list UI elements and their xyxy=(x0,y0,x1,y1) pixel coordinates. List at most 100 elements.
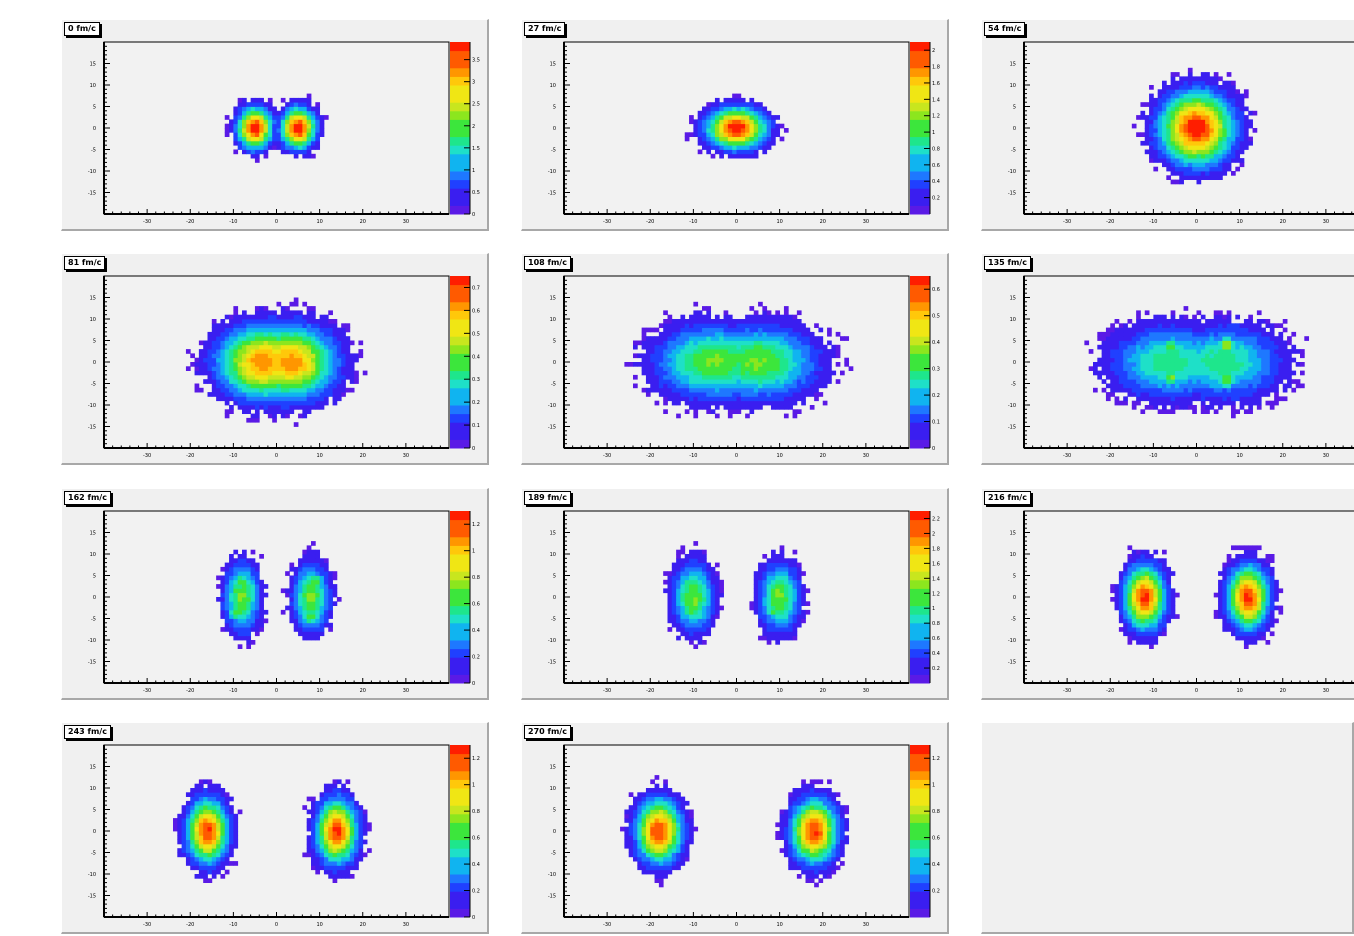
heatmap-cell xyxy=(1239,387,1245,393)
heatmap-cell xyxy=(345,374,351,380)
heatmap-cell xyxy=(1196,357,1202,363)
heatmap-cell xyxy=(1239,158,1245,163)
heatmap-cell xyxy=(1110,597,1115,602)
heatmap-cell xyxy=(1226,132,1232,137)
heatmap-cell xyxy=(801,370,806,376)
palette-band xyxy=(910,145,930,155)
heatmap-cell xyxy=(736,357,742,363)
heatmap-cell xyxy=(736,405,742,410)
heatmap-cell xyxy=(1140,558,1146,563)
heatmap-cell xyxy=(702,383,707,389)
heatmap-cell xyxy=(710,597,716,602)
heatmap-cell xyxy=(676,413,681,419)
heatmap-cell xyxy=(1239,145,1245,150)
palette-band xyxy=(450,293,470,303)
heatmap-cell xyxy=(727,119,733,125)
heatmap-cell xyxy=(267,336,273,341)
heatmap-cell xyxy=(1123,609,1128,615)
heatmap-cell xyxy=(1179,119,1184,125)
heatmap-cell xyxy=(1261,336,1266,341)
heatmap-cell xyxy=(671,374,677,380)
heatmap-cell xyxy=(697,323,703,328)
heatmap-cell xyxy=(1140,102,1146,107)
heatmap-cell xyxy=(783,618,789,624)
heatmap-cell xyxy=(727,140,733,146)
heatmap-cell xyxy=(697,374,703,380)
heatmap-cell xyxy=(1200,405,1206,410)
heatmap-cell xyxy=(1179,85,1184,90)
heatmap-cell xyxy=(254,366,260,371)
heatmap-cell xyxy=(1149,336,1154,341)
heatmap-cell xyxy=(706,374,712,380)
heatmap-cell xyxy=(1149,370,1154,376)
heatmap-cell xyxy=(779,366,785,371)
heatmap-cell xyxy=(263,153,269,159)
heatmap-cell xyxy=(319,331,325,337)
heatmap-cell xyxy=(771,327,776,333)
heatmap-cell xyxy=(1192,314,1197,320)
heatmap-cell xyxy=(762,306,768,311)
heatmap-cell xyxy=(1205,115,1210,120)
heatmap-cell xyxy=(259,579,264,585)
heatmap-cell xyxy=(723,145,729,150)
heatmap-cell xyxy=(1205,340,1210,346)
heatmap-cell xyxy=(801,614,806,619)
heatmap-cell xyxy=(272,349,277,354)
heatmap-cell xyxy=(818,340,824,346)
heatmap-cell xyxy=(285,319,290,324)
heatmap-cell xyxy=(788,374,793,380)
heatmap-cell xyxy=(280,314,286,320)
heatmap-cell xyxy=(783,609,789,615)
heatmap-cell xyxy=(667,618,673,624)
heatmap-cell xyxy=(771,554,776,559)
heatmap-cell xyxy=(766,609,772,615)
heatmap-cell xyxy=(311,588,316,594)
y-tick-label: -5 xyxy=(91,148,96,154)
heatmap-cell xyxy=(216,344,221,350)
z-tick-label: 3.5 xyxy=(472,58,480,64)
heatmap-cell xyxy=(758,336,763,341)
heatmap-cell xyxy=(237,392,243,397)
heatmap-cell xyxy=(762,149,768,155)
heatmap-cell xyxy=(319,392,325,397)
heatmap-cell xyxy=(332,379,338,384)
heatmap-cell xyxy=(1170,392,1176,397)
heatmap-cell xyxy=(1196,102,1202,107)
heatmap-cell xyxy=(723,110,729,116)
heatmap-cell xyxy=(771,549,776,555)
heatmap-cell xyxy=(671,584,677,589)
y-tick-label: -15 xyxy=(1008,425,1016,431)
heatmap-cell xyxy=(198,387,204,393)
heatmap-cell xyxy=(1192,353,1197,359)
heatmap-cell xyxy=(203,344,208,350)
heatmap-cell xyxy=(216,396,221,402)
heatmap-cell xyxy=(719,349,724,354)
x-tick-label: -20 xyxy=(1106,219,1114,225)
heatmap-cell xyxy=(1174,171,1180,176)
heatmap-cell xyxy=(766,622,772,628)
heatmap-cell xyxy=(319,115,325,120)
heatmap-cell xyxy=(697,387,703,393)
heatmap-cell xyxy=(1166,366,1172,371)
heatmap-cell xyxy=(246,379,252,384)
heatmap-cell xyxy=(736,119,742,125)
heatmap-cell xyxy=(302,370,308,376)
heatmap-cell xyxy=(272,353,277,359)
heatmap-cell xyxy=(792,635,798,641)
heatmap-cell xyxy=(1248,405,1253,410)
heatmap-cell xyxy=(697,110,703,116)
heatmap-cell xyxy=(835,349,841,354)
heatmap-panel: 0 fm/c -30 -20 -10 0 10 20 30 15 10 5 0 -5 -10 -15 3.5 3… xyxy=(61,19,489,231)
heatmap-cell xyxy=(766,640,772,645)
heatmap-cell xyxy=(727,392,733,397)
heatmap-cell xyxy=(680,379,686,384)
heatmap-cell xyxy=(1269,357,1275,363)
heatmap-cell xyxy=(814,323,819,328)
heatmap-cell xyxy=(779,635,785,641)
heatmap-cell xyxy=(263,400,269,406)
heatmap-cell xyxy=(783,370,789,376)
heatmap-cell xyxy=(1196,153,1202,159)
heatmap-cell xyxy=(224,353,230,359)
z-tick-label: 1 xyxy=(472,168,475,174)
heatmap-cell xyxy=(229,405,234,410)
